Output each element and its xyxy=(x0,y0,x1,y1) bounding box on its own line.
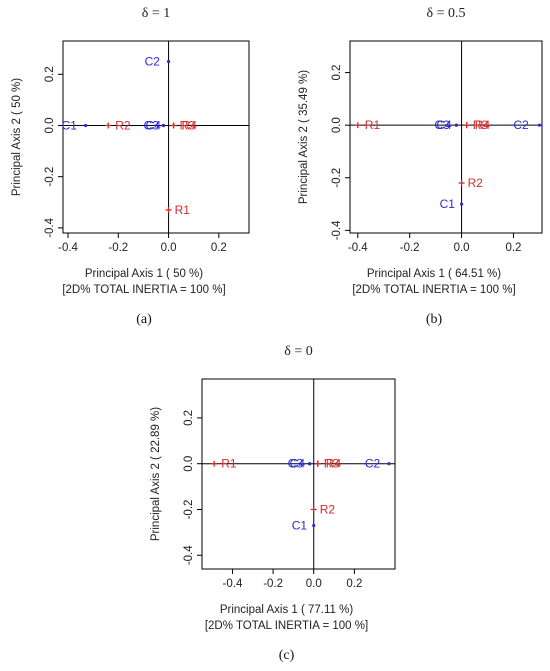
point-label: R1 xyxy=(175,203,191,217)
x-tick-label: 0.0 xyxy=(306,578,322,590)
point-r2: R2 xyxy=(310,502,336,516)
point-r4: R4 xyxy=(314,457,342,471)
chart-panel-2: δ = 0.5 -0.4 -0.2 0.0 0.2 -0.4 -0.2 0.0 0.2 Princ… xyxy=(298,6,543,327)
x-axis-label: Principal Axis 1 ( 64.51 %) xyxy=(367,268,501,280)
y-tick-label: 0.2 xyxy=(331,65,343,81)
point-label: R2 xyxy=(320,502,336,516)
y-tick-label: -0.2 xyxy=(331,168,343,188)
x-tick-label: -0.4 xyxy=(348,242,368,254)
point-marker xyxy=(387,462,391,466)
point-label: R1 xyxy=(365,118,381,132)
y-tick-label: 0.2 xyxy=(44,66,56,82)
x-tick-label: 0.2 xyxy=(346,578,362,590)
point-marker xyxy=(459,202,464,206)
point-label: R2 xyxy=(468,176,484,190)
point-label: R3 xyxy=(180,118,196,132)
point-r2: R2 xyxy=(458,176,484,190)
y-tick-label: -0.4 xyxy=(183,545,195,565)
y-tick-label: 0.0 xyxy=(331,117,343,133)
chart-panel-1: δ = 1 -0.4 -0.2 0.0 0.2 -0.4 -0.2 0.0 0.2 Princip… xyxy=(11,6,250,327)
point-marker xyxy=(84,123,88,128)
y-tick-label: -0.2 xyxy=(183,500,195,520)
x-tick-label: 0.0 xyxy=(454,242,470,254)
point-label: R3 xyxy=(473,118,489,132)
point-r2: R2 xyxy=(105,118,131,132)
point-label: R2 xyxy=(115,118,131,132)
point-c4: C4 xyxy=(290,457,312,471)
point-label: C4 xyxy=(436,118,452,132)
total-inertia-label: [2D% TOTAL INERTIA = 100 %] xyxy=(352,284,515,296)
panel-label: (a) xyxy=(136,312,152,327)
point-c2: C2 xyxy=(513,118,542,132)
x-tick-label: -0.4 xyxy=(58,242,78,254)
x-tick-label: -0.2 xyxy=(263,578,283,590)
x-tick-label: 0.2 xyxy=(505,242,521,254)
point-label: C2 xyxy=(365,457,381,471)
y-axis-label: Principal Axis 2 ( 35.49 %) xyxy=(298,70,310,204)
y-tick-label: -0.4 xyxy=(331,220,343,240)
y-tick-label: 0.2 xyxy=(183,410,195,426)
x-tick-label: -0.2 xyxy=(108,242,128,254)
y-tick-label: 0.0 xyxy=(44,117,56,133)
point-r1: R1 xyxy=(354,118,381,132)
point-label: R4 xyxy=(326,457,342,471)
point-marker xyxy=(166,59,171,64)
total-inertia-label: [2D% TOTAL INERTIA = 100 %] xyxy=(62,284,225,296)
y-tick-label: -0.2 xyxy=(44,167,56,187)
chart-panel-3: δ = 0 -0.4 -0.2 0.0 0.2 -0.4 -0.2 0.0 0.2 Princip… xyxy=(150,344,396,663)
point-label: C3 xyxy=(434,118,450,132)
point-r1: R1 xyxy=(165,203,191,217)
x-tick-label: -0.4 xyxy=(223,578,243,590)
point-r4: R4 xyxy=(463,118,491,132)
point-label: C4 xyxy=(290,457,306,471)
point-c1: C1 xyxy=(62,118,88,132)
y-axis-label: Principal Axis 2 ( 22.89 %) xyxy=(150,407,162,541)
point-label: C3 xyxy=(144,118,160,132)
point-c2: C2 xyxy=(145,54,171,68)
point-label: C3 xyxy=(288,457,304,471)
point-r4: R4 xyxy=(170,118,198,132)
point-marker xyxy=(537,123,542,127)
x-axis-label: Principal Axis 1 ( 77.11 %) xyxy=(220,604,354,616)
y-axis-label: Principal Axis 2 ( 50 %) xyxy=(11,78,23,196)
point-label: C1 xyxy=(292,519,308,533)
point-marker xyxy=(312,523,316,528)
panel-label: (b) xyxy=(426,312,443,327)
point-label: R4 xyxy=(475,118,491,132)
point-label: R3 xyxy=(324,457,340,471)
chart-title: δ = 0.5 xyxy=(427,6,466,21)
point-label: C2 xyxy=(145,54,161,68)
point-c1: C1 xyxy=(292,519,316,533)
plot-frame xyxy=(201,378,396,570)
y-tick-label: 0.0 xyxy=(183,456,195,472)
point-label: R4 xyxy=(182,118,198,132)
point-c4: C4 xyxy=(146,118,166,132)
y-tick-label: -0.4 xyxy=(44,217,56,237)
point-c2: C2 xyxy=(365,457,391,471)
point-label: C1 xyxy=(62,118,78,132)
point-c1: C1 xyxy=(440,197,464,211)
point-label: C2 xyxy=(513,118,529,132)
x-tick-label: 0.2 xyxy=(211,242,227,254)
plot-frame xyxy=(62,40,250,234)
point-label: C4 xyxy=(146,118,162,132)
x-axis-label: Principal Axis 1 ( 50 %) xyxy=(85,268,203,280)
total-inertia-label: [2D% TOTAL INERTIA = 100 %] xyxy=(205,620,368,632)
point-c4: C4 xyxy=(436,118,458,132)
chart-title: δ = 0 xyxy=(284,344,313,359)
chart-title: δ = 1 xyxy=(142,6,171,21)
point-label: R1 xyxy=(221,457,237,471)
point-r1: R1 xyxy=(211,457,237,471)
panel-label: (c) xyxy=(279,648,295,663)
x-tick-label: -0.2 xyxy=(400,242,420,254)
point-marker xyxy=(308,462,312,466)
x-tick-label: 0.0 xyxy=(161,242,177,254)
point-label: C1 xyxy=(440,197,456,211)
point-marker xyxy=(161,123,166,128)
point-marker xyxy=(454,123,458,127)
